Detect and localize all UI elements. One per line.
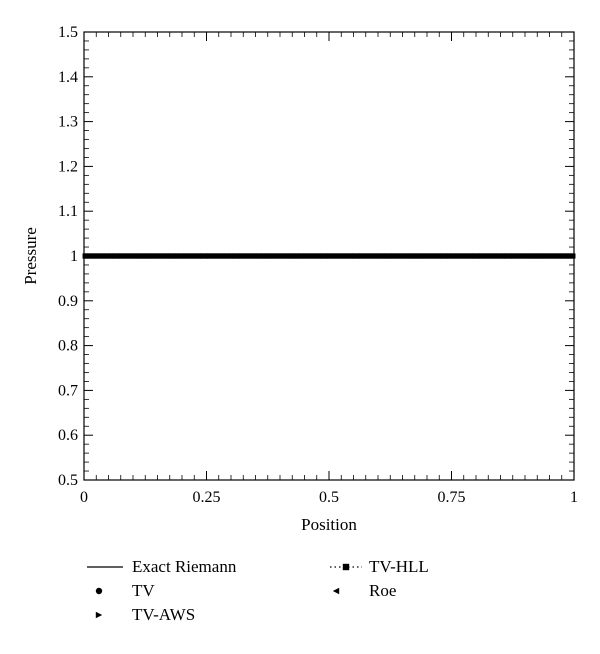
- x-tick-label: 0.5: [319, 489, 339, 506]
- y-tick-label: 0.6: [58, 427, 78, 444]
- x-axis: 0 0.25 0.5 0.75 1: [80, 32, 578, 506]
- legend-item-tv-hll: TV-HLL: [330, 557, 429, 576]
- y-tick-label: 1.4: [58, 69, 78, 86]
- legend-label: TV-AWS: [132, 605, 195, 624]
- y-axis: 0.5 0.6 0.7 0.8 0.9 1 1.1 1.2 1.3 1.4 1.5: [58, 24, 574, 489]
- legend-label: TV: [132, 581, 155, 600]
- x-tick-label: 0: [80, 489, 88, 506]
- legend-item-tv: TV: [95, 581, 155, 600]
- y-tick-label: 1: [70, 248, 78, 265]
- y-tick-label: 1.2: [58, 158, 78, 175]
- roe-marker: [570, 253, 576, 259]
- y-tick-label: 1.1: [58, 203, 78, 220]
- legend-label: Roe: [369, 581, 396, 600]
- roe-marker: [332, 587, 340, 595]
- x-tick-label: 0.75: [438, 489, 466, 506]
- series-roe: [82, 253, 576, 259]
- legend-label: Exact Riemann: [132, 557, 237, 576]
- y-tick-label: 1.5: [58, 24, 78, 41]
- legend-item-tv-aws: TV-AWS: [95, 605, 195, 624]
- x-tick-label: 1: [570, 489, 578, 506]
- x-axis-title: Position: [301, 515, 357, 534]
- y-tick-label: 0.5: [58, 472, 78, 489]
- x-tick-label: 0.25: [193, 489, 221, 506]
- y-tick-label: 0.7: [58, 382, 78, 399]
- series-layer: [82, 253, 576, 259]
- tv-hll-marker: [342, 563, 350, 571]
- y-tick-label: 1.3: [58, 114, 78, 131]
- y-tick-label: 0.9: [58, 293, 78, 310]
- legend-label: TV-HLL: [369, 557, 429, 576]
- legend: Exact Riemann TV TV-AWS TV-HLL Roe: [87, 557, 429, 624]
- tv-aws-marker: [95, 611, 103, 619]
- legend-item-exact-riemann: Exact Riemann: [87, 557, 237, 576]
- y-axis-title: Pressure: [21, 227, 40, 285]
- tv-marker: [95, 587, 103, 595]
- y-tick-label: 0.8: [58, 338, 78, 355]
- legend-item-roe: Roe: [332, 581, 396, 600]
